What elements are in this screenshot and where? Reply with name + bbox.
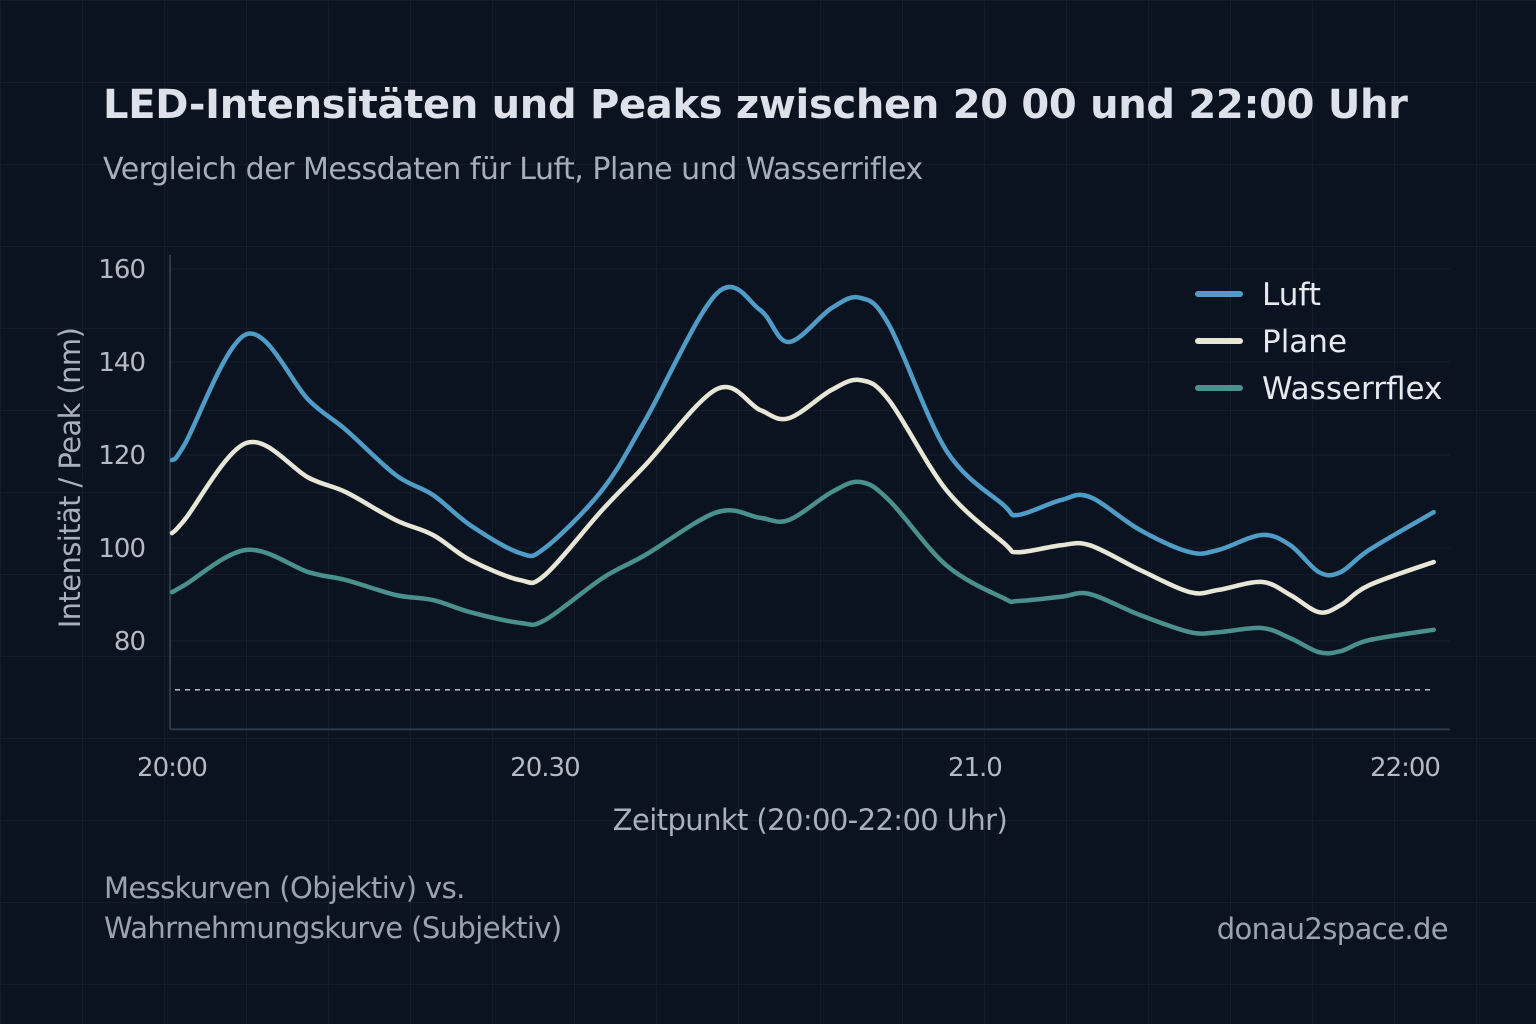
x-axis-ticks: 20:00 20.30 21.0 22:00	[137, 753, 1441, 783]
footnote-line-2: Wahrnehmungskurve (Subjektiv)	[104, 911, 562, 945]
y-tick-label: 100	[98, 534, 145, 564]
x-tick-label: 21.0	[948, 753, 1002, 783]
series-line-wasserrflex	[169, 479, 1436, 656]
y-axis-label: Intensität / Peak (nm)	[53, 328, 87, 629]
footnote: Messkurven (Objektiv) vs. Wahrnehmungsku…	[104, 868, 562, 948]
legend-label: Wasserrflex	[1262, 371, 1442, 407]
series-line-plane	[169, 377, 1436, 615]
y-tick-label: 80	[114, 627, 145, 657]
source-credit: donau2space.de	[1216, 912, 1449, 946]
legend-label: Luft	[1262, 277, 1321, 313]
y-tick-label: 160	[98, 255, 145, 285]
x-axis-label: Zeitpunkt (20:00-22:00 Uhr)	[613, 803, 1007, 837]
plot-frame	[169, 255, 1450, 731]
legend: Luft Plane Wasserrflex	[1195, 277, 1442, 407]
y-tick-label: 140	[98, 348, 145, 378]
x-tick-label: 22:00	[1370, 753, 1440, 783]
x-tick-label: 20.30	[510, 753, 579, 783]
y-tick-label: 120	[98, 441, 145, 471]
footnote-line-1: Messkurven (Objektiv) vs.	[104, 871, 465, 905]
series-line-luft	[169, 284, 1436, 578]
legend-label: Plane	[1262, 324, 1347, 360]
series-lines	[169, 284, 1436, 656]
chart-title: LED-Intensitäten und Peaks zwischen 20 0…	[103, 82, 1408, 128]
y-axis-ticks: 80 100 120 140 160	[98, 255, 1450, 657]
chart-subtitle: Vergleich der Messdaten für Luft, Plane …	[103, 152, 923, 187]
x-tick-label: 20:00	[137, 753, 207, 783]
